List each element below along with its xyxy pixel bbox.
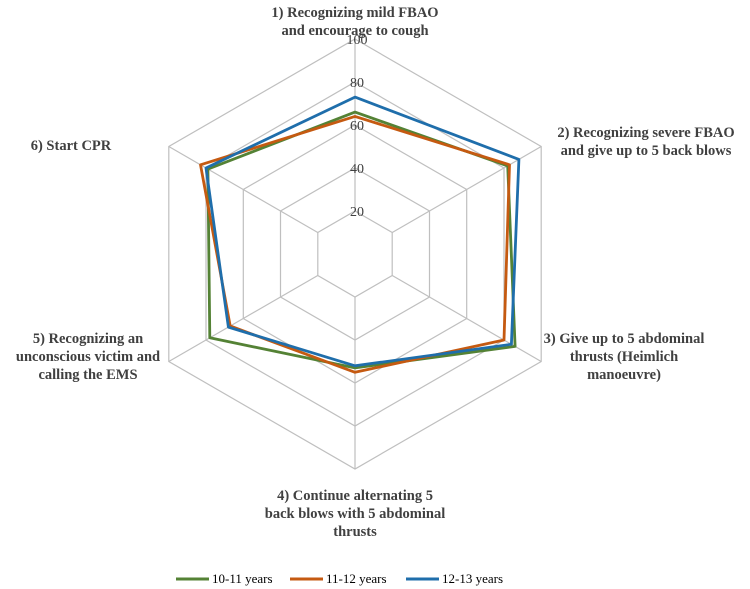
series-line-3	[204, 95, 521, 368]
grid-ring-20	[317, 210, 393, 298]
legend-label-2: 11-12 years	[326, 571, 387, 586]
category-label-4: 4) Continue alternating 5 back blows with…	[265, 488, 446, 540]
category-labels: 1) Recognizing mild FBAO and encourage to…	[16, 5, 735, 540]
spoke-6	[168, 145, 319, 234]
tick-label-100: 100	[347, 33, 368, 48]
radial-tick-labels: 20 40 60 80 100	[347, 33, 368, 220]
legend-label-1: 10-11 years	[212, 571, 273, 586]
spoke-2	[391, 145, 542, 234]
tick-label-60: 60	[350, 119, 364, 134]
spoke-5	[168, 274, 319, 363]
category-label-6: 6) Start CPR	[31, 138, 112, 154]
tick-label-80: 80	[350, 76, 364, 91]
category-label-5: 5) Recognizing an unconscious victim and c…	[16, 331, 160, 383]
category-label-1: 1) Recognizing mild FBAO and encourage to…	[271, 5, 438, 39]
series-lines	[199, 95, 521, 374]
legend: 10-11 years 11-12 years 12-13 years	[176, 571, 503, 586]
series-line-1	[206, 110, 517, 370]
spoke-3	[391, 274, 542, 363]
category-label-3: 3) Give up to 5 abdominal thrusts (Heimli…	[544, 331, 705, 383]
series-line-2	[199, 115, 511, 374]
tick-label-40: 40	[350, 162, 364, 177]
category-label-2: 2) Recognizing severe FBAO and give up to…	[557, 125, 734, 159]
legend-label-3: 12-13 years	[442, 571, 503, 586]
radar-grid	[168, 38, 542, 470]
tick-label-20: 20	[350, 205, 364, 220]
